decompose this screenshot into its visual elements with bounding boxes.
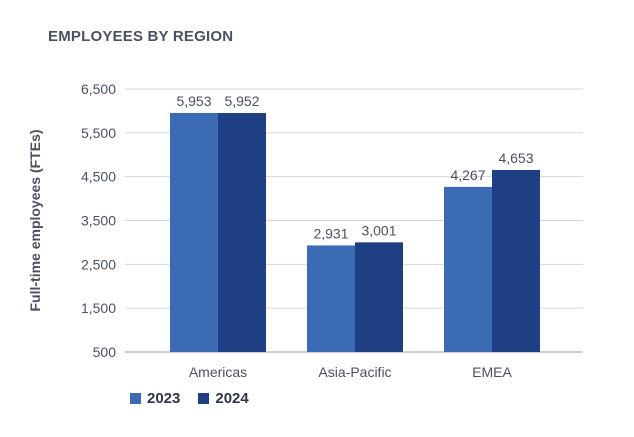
y-tick-label: 2,500 (81, 256, 116, 272)
legend: 2023 2024 (130, 390, 249, 407)
y-axis-label: Full-time employees (FTEs) (27, 129, 43, 311)
data-label: 4,653 (498, 150, 533, 166)
y-tick-label: 500 (93, 344, 117, 360)
bar-asia-pacific-2023 (307, 245, 355, 352)
legend-label-2023: 2023 (147, 390, 181, 407)
data-label: 3,001 (361, 222, 396, 238)
data-label: 2,931 (313, 225, 348, 241)
data-label: 5,953 (176, 93, 211, 109)
data-label: 4,267 (450, 167, 485, 183)
chart-title: EMPLOYEES BY REGION (48, 28, 234, 45)
legend-item-2023: 2023 (130, 390, 180, 407)
legend-swatch-2024 (198, 393, 210, 404)
y-tick-label: 5,500 (81, 125, 116, 141)
bar-emea-2023 (444, 186, 492, 352)
y-tick-label: 3,500 (81, 213, 116, 229)
bar-americas-2024 (218, 113, 266, 353)
legend-swatch-2023 (130, 393, 141, 404)
x-tick-label: Asia-Pacific (318, 364, 391, 380)
bar-asia-pacific-2024 (355, 242, 403, 352)
y-tick-label: 1,500 (81, 300, 116, 316)
bar-americas-2023 (170, 112, 218, 352)
y-tick-label: 6,500 (81, 81, 116, 97)
x-tick-label: EMEA (472, 364, 512, 380)
y-tick-label: 4,500 (81, 169, 116, 185)
legend-item-2024: 2024 (198, 390, 249, 407)
x-tick-label: Americas (189, 364, 247, 380)
legend-label-2024: 2024 (215, 390, 249, 407)
data-label: 5,952 (224, 93, 259, 109)
bar-emea-2024 (492, 169, 540, 352)
